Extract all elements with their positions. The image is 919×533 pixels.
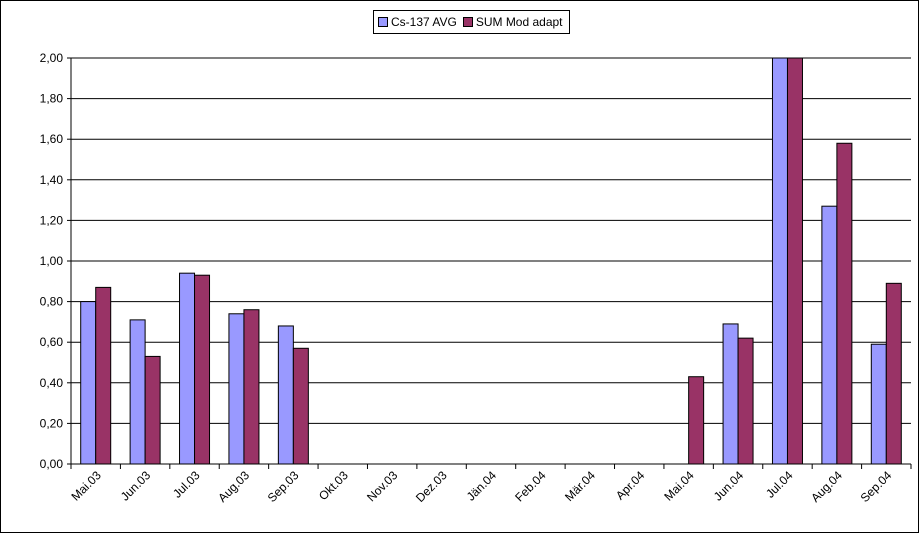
y-tick-label: 1,60 (40, 132, 64, 146)
y-tick-label: 1,20 (40, 213, 64, 227)
bar-1 (228, 313, 245, 465)
bar-2 (144, 355, 161, 465)
y-tick-label: 0,80 (40, 295, 64, 309)
x-tick-label: Sep.03 (265, 468, 302, 505)
gridlines (71, 57, 911, 424)
legend-label-1: Cs-137 AVG (391, 15, 457, 29)
x-tick-label: Jun.04 (711, 468, 747, 504)
legend-item-1: Cs-137 AVG (378, 15, 457, 29)
x-tick-label: Mai.03 (68, 468, 104, 504)
bar-2 (95, 286, 112, 465)
x-tick-label: Apr.04 (613, 468, 648, 503)
y-tick-label: 0,40 (40, 376, 64, 390)
y-tick-label: 1,00 (40, 254, 64, 268)
bar-1 (80, 301, 97, 465)
bar-2 (688, 376, 705, 465)
x-tick-label: Mär.04 (562, 468, 598, 504)
y-tick-label: 2,00 (40, 51, 64, 65)
bar-1 (179, 272, 196, 465)
legend-swatch-2 (462, 17, 473, 27)
y-tick-label: 1,80 (40, 92, 64, 106)
bars (80, 57, 902, 465)
legend-item-2: SUM Mod adapt (462, 15, 563, 29)
bar-2 (737, 337, 754, 465)
bar-2 (836, 142, 853, 465)
y-tick-label: 0,20 (40, 416, 64, 430)
axes (67, 57, 912, 469)
x-tick-label: Jul.03 (170, 468, 203, 501)
x-tick-label: Nov.03 (364, 468, 400, 504)
bar-2 (786, 57, 803, 465)
legend-swatch-1 (378, 17, 388, 27)
x-tick-label: Feb.04 (512, 468, 549, 505)
bar-2 (194, 274, 211, 465)
bar-1 (129, 319, 146, 465)
bar-1 (771, 57, 788, 465)
x-tick-label: Dez.03 (413, 468, 450, 505)
y-tick-label: 0,60 (40, 335, 64, 349)
y-tick-label: 1,40 (40, 173, 64, 187)
y-tick-label: 0,00 (40, 457, 64, 471)
x-tick-label: Aug.03 (215, 468, 252, 505)
x-tick-label: Jun.03 (118, 468, 154, 504)
bar-2 (292, 347, 309, 465)
bar-1 (821, 205, 838, 465)
x-tick-label: Jul.04 (763, 468, 796, 501)
x-tick-label: Okt.03 (316, 468, 351, 503)
y-tick-labels: 0,00 0,20 0,40 0,60 0,80 1,00 1,20 1,40 1,60 1,80… (40, 51, 64, 471)
x-tick-label: Mai.04 (661, 468, 697, 504)
x-tick-label: Sep.04 (858, 468, 895, 505)
bar-2 (243, 309, 260, 465)
bar-2 (885, 282, 902, 465)
bar-1 (277, 325, 294, 465)
x-tick-labels: Mai.03 Jun.03 Jul.03 Aug.03 Sep.03 Okt.03 Nov.… (68, 468, 894, 505)
x-tick-label: Aug.04 (808, 468, 845, 505)
x-tick-label: Jän.04 (464, 468, 500, 504)
bar-1 (870, 343, 887, 465)
bar-1 (722, 323, 739, 465)
legend: Cs-137 AVG SUM Mod adapt (373, 10, 570, 34)
legend-label-2: SUM Mod adapt (475, 15, 563, 29)
